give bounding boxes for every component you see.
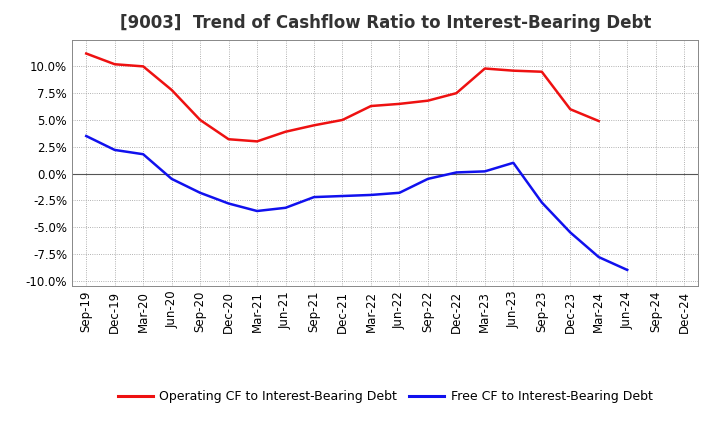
Title: [9003]  Trend of Cashflow Ratio to Interest-Bearing Debt: [9003] Trend of Cashflow Ratio to Intere… [120,15,651,33]
Legend: Operating CF to Interest-Bearing Debt, Free CF to Interest-Bearing Debt: Operating CF to Interest-Bearing Debt, F… [113,385,657,408]
